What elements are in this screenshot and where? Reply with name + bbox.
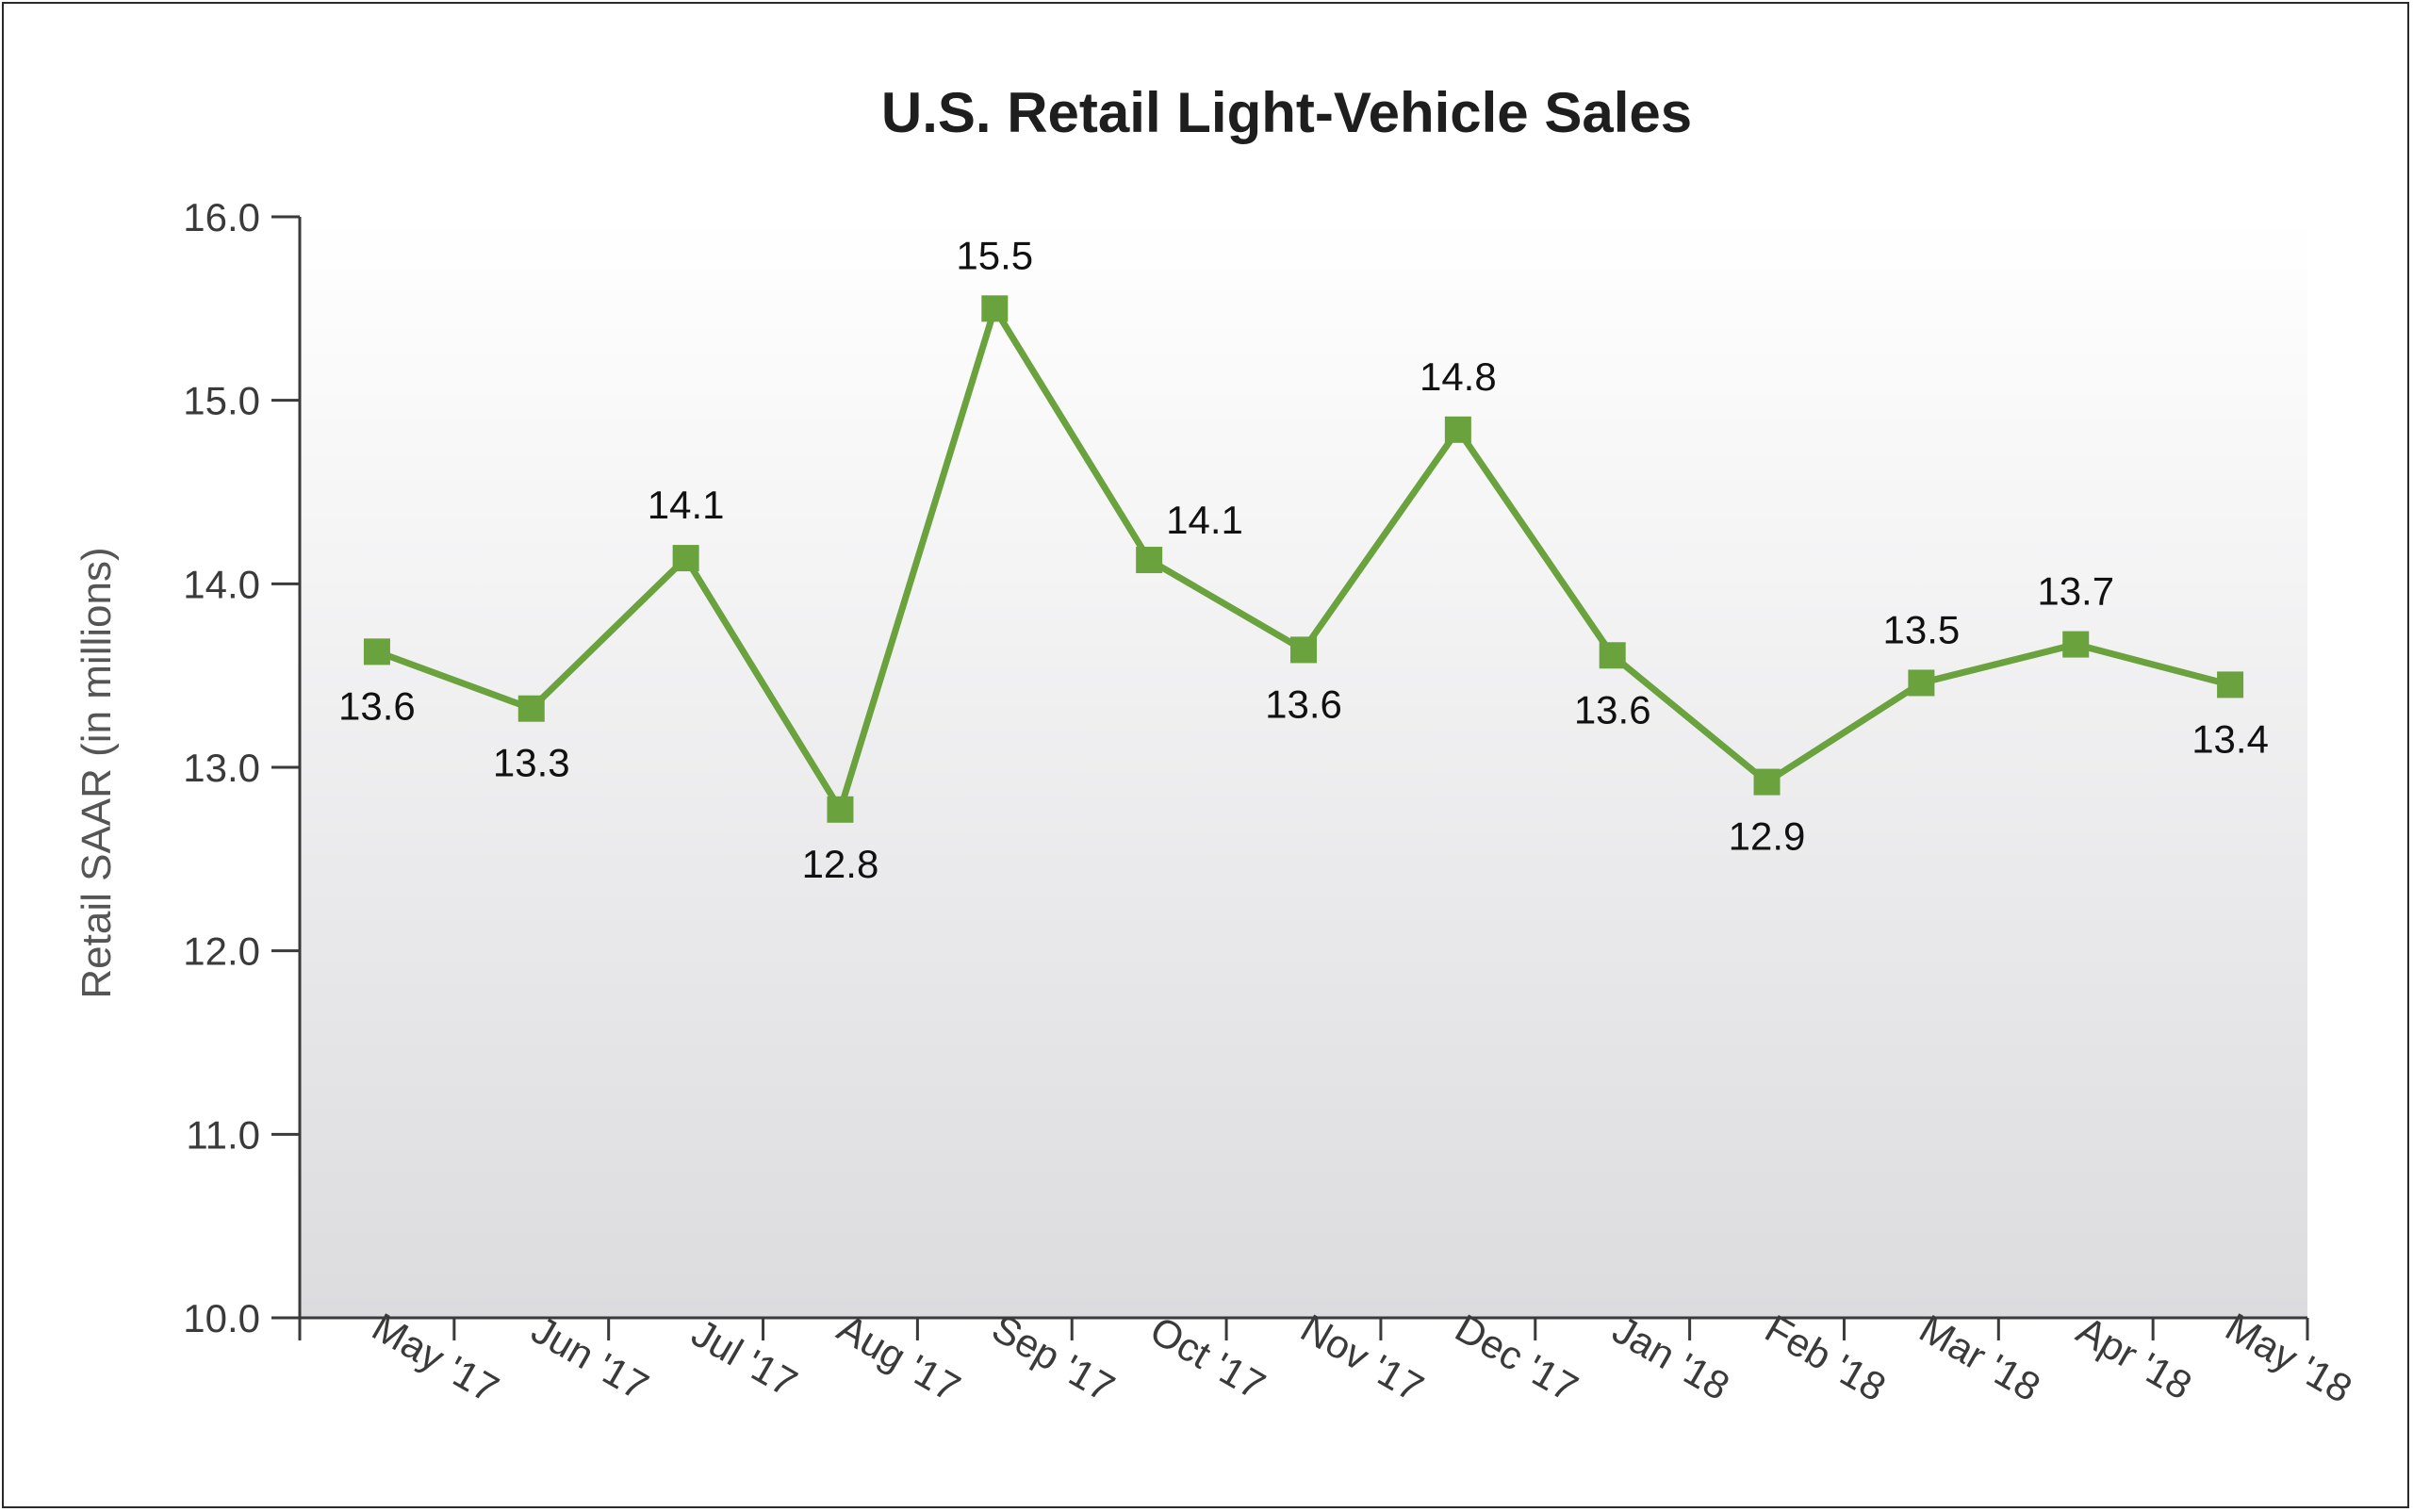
data-point-marker [517, 695, 545, 722]
data-label: 14.8 [1420, 354, 1497, 399]
data-point-marker [1444, 416, 1471, 443]
x-axis-ticks: May '17 Jun '17 Jul '17 Aug '17 Sep '17 Oct '… [298, 1305, 2359, 1412]
y-tick-label: 11.0 [186, 1112, 260, 1157]
data-label: 13.7 [2037, 569, 2114, 614]
y-tick-label: 13.0 [183, 746, 260, 790]
data-label: 13.5 [1883, 607, 1961, 651]
y-tick-label: 12.0 [183, 929, 260, 974]
plot-area [300, 217, 2307, 1318]
x-tick-label: Sep '17 [985, 1306, 1123, 1410]
chart-title: U.S. Retail Light-Vehicle Sales [881, 81, 1692, 144]
y-tick-label: 15.0 [183, 379, 260, 423]
data-label: 12.8 [802, 842, 879, 886]
x-tick-label: Feb '18 [1758, 1306, 1894, 1409]
y-tick-label: 10.0 [183, 1296, 260, 1340]
x-tick-label: Nov '17 [1293, 1306, 1431, 1410]
x-tick-label: Oct '17 [1143, 1307, 1273, 1408]
data-point-marker [981, 295, 1009, 322]
data-point-marker [2062, 631, 2090, 658]
x-tick-label: Jun '17 [524, 1307, 656, 1409]
data-point-marker [2217, 671, 2244, 698]
y-tick-label: 16.0 [183, 195, 260, 239]
x-tick-label: May '17 [365, 1305, 506, 1412]
data-label: 13.6 [1265, 682, 1342, 726]
data-label: 14.1 [1166, 498, 1243, 542]
data-point-marker [363, 638, 390, 666]
x-tick-label: Apr '18 [2070, 1307, 2200, 1408]
data-point-marker [1290, 636, 1317, 664]
data-point-marker [827, 796, 854, 823]
data-point-marker [1908, 669, 1935, 697]
data-label: 15.5 [956, 233, 1033, 277]
data-point-marker [1599, 642, 1626, 669]
data-labels: 13.6 13.3 14.1 12.8 15.5 14.1 13.6 14.8 13.6 12.9… [338, 233, 2269, 885]
data-label: 13.6 [1574, 687, 1651, 731]
x-tick-label: Jan '18 [1605, 1307, 1737, 1409]
x-tick-label: Jul '17 [684, 1310, 805, 1405]
x-tick-label: Aug '17 [830, 1306, 968, 1410]
data-label: 13.3 [493, 741, 570, 785]
y-axis-ticks: 10.0 11.0 12.0 13.0 14.0 15.0 16.0 [183, 195, 300, 1340]
y-axis-label: Retail SAAR (in millions) [74, 547, 120, 998]
data-point-marker [1136, 547, 1163, 574]
x-tick-label: Dec '17 [1448, 1306, 1585, 1410]
y-tick-label: 14.0 [183, 562, 260, 606]
data-point-marker [672, 545, 699, 572]
data-label: 13.6 [338, 683, 416, 728]
data-label: 13.4 [2191, 716, 2269, 761]
x-tick-label: May '18 [2218, 1305, 2359, 1412]
data-label: 12.9 [1729, 814, 1806, 859]
series-group [363, 295, 2244, 823]
x-tick-label: Mar '18 [1912, 1306, 2048, 1409]
data-label: 14.1 [648, 483, 725, 527]
data-point-marker [1753, 768, 1781, 796]
